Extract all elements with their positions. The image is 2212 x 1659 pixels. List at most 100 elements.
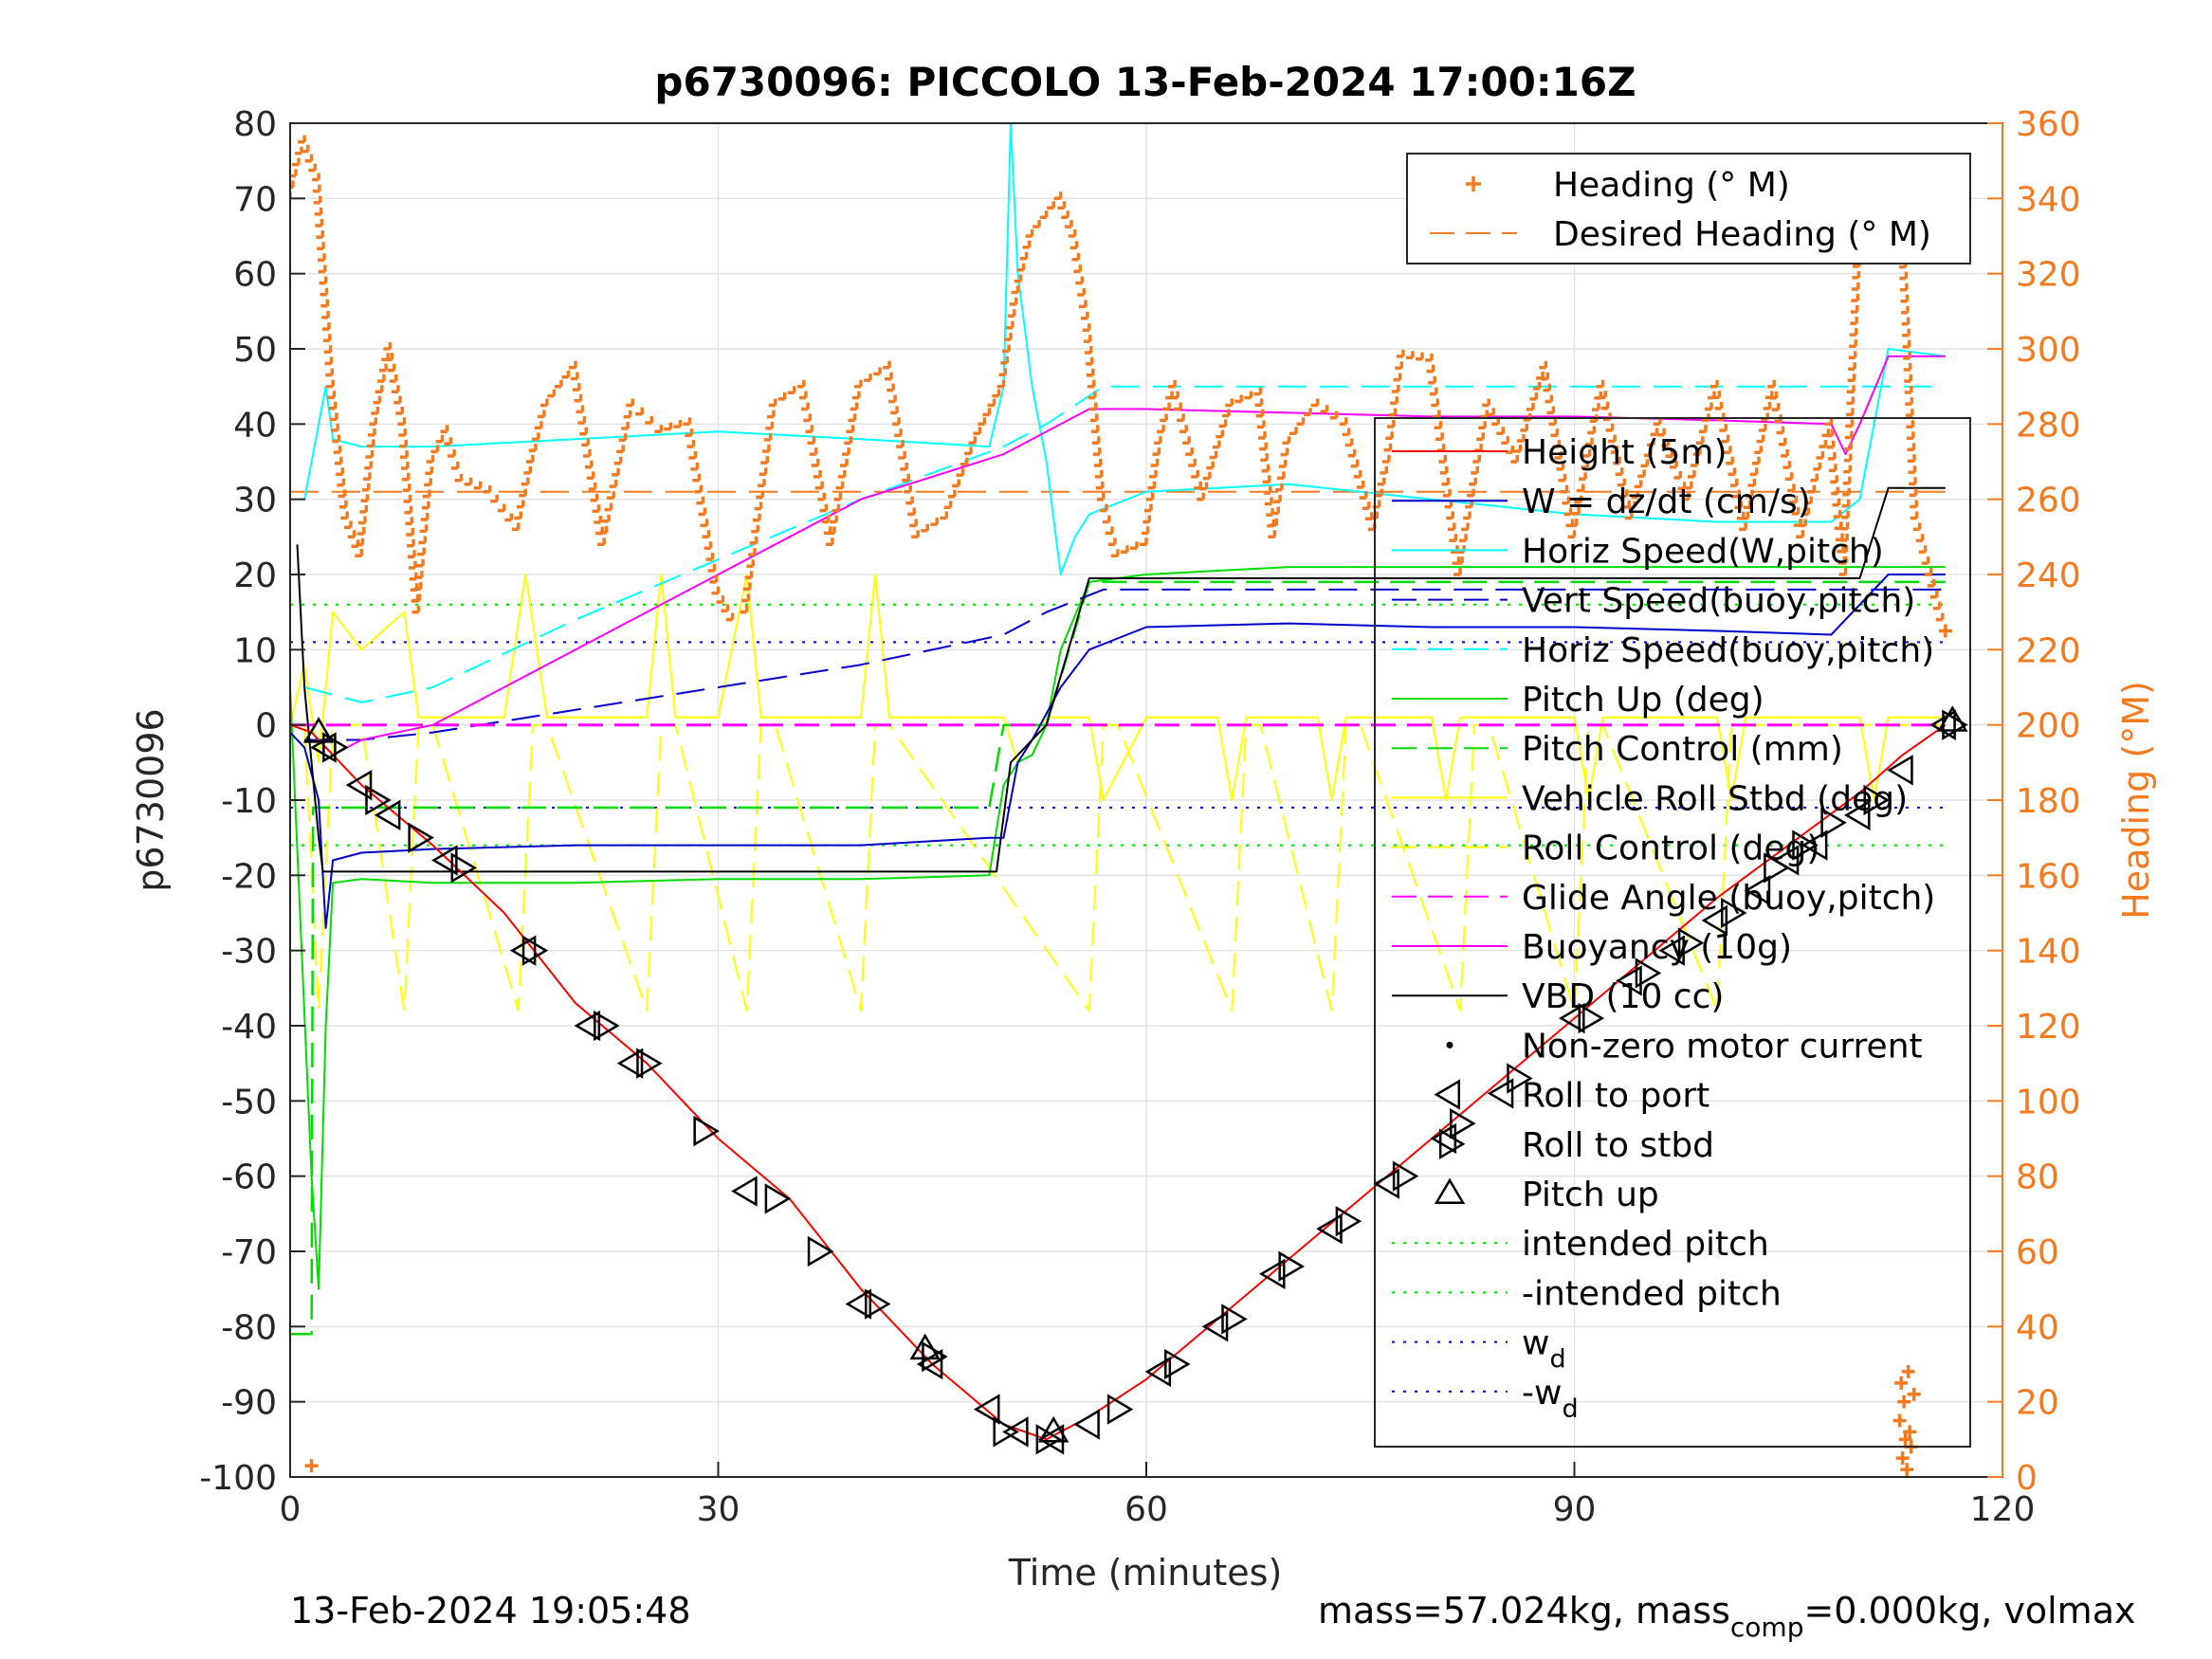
heading-marker	[1845, 419, 1855, 428]
heading-marker	[1089, 413, 1099, 423]
heading-marker	[1572, 506, 1581, 516]
heading-marker	[842, 447, 850, 456]
heading-marker	[1844, 442, 1854, 451]
y-right-tick-label: 320	[2016, 256, 2081, 295]
heading-marker	[1429, 387, 1438, 396]
heading-marker	[1771, 403, 1781, 411]
heading-marker	[1339, 417, 1348, 427]
heading-marker	[809, 447, 818, 456]
heading-marker	[358, 516, 367, 525]
heading-marker	[1375, 488, 1384, 498]
y-right-tick-label: 220	[2016, 631, 2081, 670]
heading-marker	[1083, 335, 1092, 343]
heading-marker	[1712, 391, 1722, 400]
heading-marker	[1053, 191, 1063, 201]
x-tick-label: 30	[697, 1490, 740, 1529]
heading-marker	[604, 502, 613, 512]
heading-marker	[1702, 413, 1710, 423]
heading-marker	[1520, 423, 1529, 432]
heading-marker	[1255, 409, 1265, 418]
heading-marker	[383, 342, 393, 351]
heading-marker	[1068, 229, 1077, 238]
legend-label-text: VBD (10 cc)	[1522, 977, 1724, 1016]
heading-marker	[1610, 446, 1619, 454]
heading-marker	[1699, 425, 1708, 434]
heading-marker	[411, 605, 421, 614]
heading-marker	[850, 402, 859, 411]
heading-marker	[1670, 460, 1678, 469]
heading-marker	[1506, 446, 1515, 454]
heading-marker	[347, 530, 356, 539]
heading-marker	[900, 462, 908, 471]
x-tick-label: 60	[1124, 1490, 1168, 1529]
heading-marker	[405, 517, 414, 526]
heading-marker	[612, 467, 620, 477]
legend-label: Vert Speed(buoy,pitch)	[1522, 582, 1915, 621]
heading-marker	[1075, 276, 1085, 285]
heading-marker	[798, 391, 808, 400]
heading-marker	[319, 276, 328, 285]
heading-marker	[1383, 443, 1393, 452]
heading-marker	[1687, 469, 1696, 479]
heading-marker	[840, 459, 849, 467]
heading-marker	[1386, 420, 1396, 428]
heading-marker	[896, 440, 905, 448]
heading-marker	[1432, 410, 1441, 419]
heading-marker	[402, 483, 411, 493]
heading-marker	[412, 593, 422, 603]
heading-marker	[1849, 328, 1858, 337]
heading-marker	[768, 398, 777, 408]
heading-marker	[483, 484, 492, 494]
heading-marker	[763, 432, 773, 442]
heading-marker	[1714, 401, 1724, 410]
y-tick-label: 0	[255, 707, 277, 746]
heading-marker	[572, 383, 581, 392]
heading-marker	[1827, 451, 1837, 461]
heading-marker	[1839, 556, 1848, 565]
heading-marker	[1271, 506, 1280, 516]
heading-marker	[360, 494, 370, 503]
heading-marker	[696, 496, 705, 505]
heading-marker	[947, 489, 957, 499]
heading-marker	[1541, 372, 1550, 381]
legend-label: Pitch Control (mm)	[1522, 730, 1843, 769]
heading-marker	[1222, 409, 1231, 418]
heading-marker	[317, 242, 325, 250]
heading-marker	[312, 173, 320, 182]
pitch-up-marker	[909, 1333, 941, 1360]
heading-marker	[576, 405, 585, 414]
heading-marker	[1843, 465, 1853, 474]
legend-label: Glide Angle (buoy,pitch)	[1522, 879, 1935, 918]
heading-marker	[1894, 1376, 1909, 1390]
roll-stbd-marker	[521, 935, 549, 966]
roll-stbd-marker	[450, 852, 478, 884]
heading-marker	[1342, 428, 1351, 437]
heading-marker	[725, 612, 735, 622]
heading-marker	[569, 360, 577, 370]
heading-marker	[1085, 356, 1094, 366]
heading-marker	[406, 528, 415, 537]
heading-marker	[1256, 420, 1266, 429]
heading-marker	[1833, 510, 1842, 519]
heading-marker	[645, 416, 654, 425]
heading-marker	[1684, 481, 1693, 490]
heading-marker	[337, 478, 346, 487]
heading-marker	[1912, 522, 1922, 532]
roll-stbd-marker	[365, 784, 392, 816]
heading-marker	[590, 493, 599, 502]
heading-marker	[413, 582, 423, 592]
heading-marker	[597, 538, 606, 547]
footer-timestamp: 13-Feb-2024 19:05:48	[290, 1590, 691, 1632]
heading-marker	[1065, 220, 1073, 228]
heading-marker	[1847, 385, 1856, 394]
heading-marker	[1099, 503, 1108, 513]
heading-marker	[940, 511, 949, 520]
y-tick-label: -20	[221, 857, 277, 896]
heading-marker	[1057, 201, 1067, 210]
heading-marker	[1576, 483, 1585, 493]
heading-marker	[943, 501, 953, 509]
heading-marker	[1359, 491, 1368, 500]
heading-marker	[1907, 1387, 1921, 1401]
heading-marker	[846, 425, 855, 434]
